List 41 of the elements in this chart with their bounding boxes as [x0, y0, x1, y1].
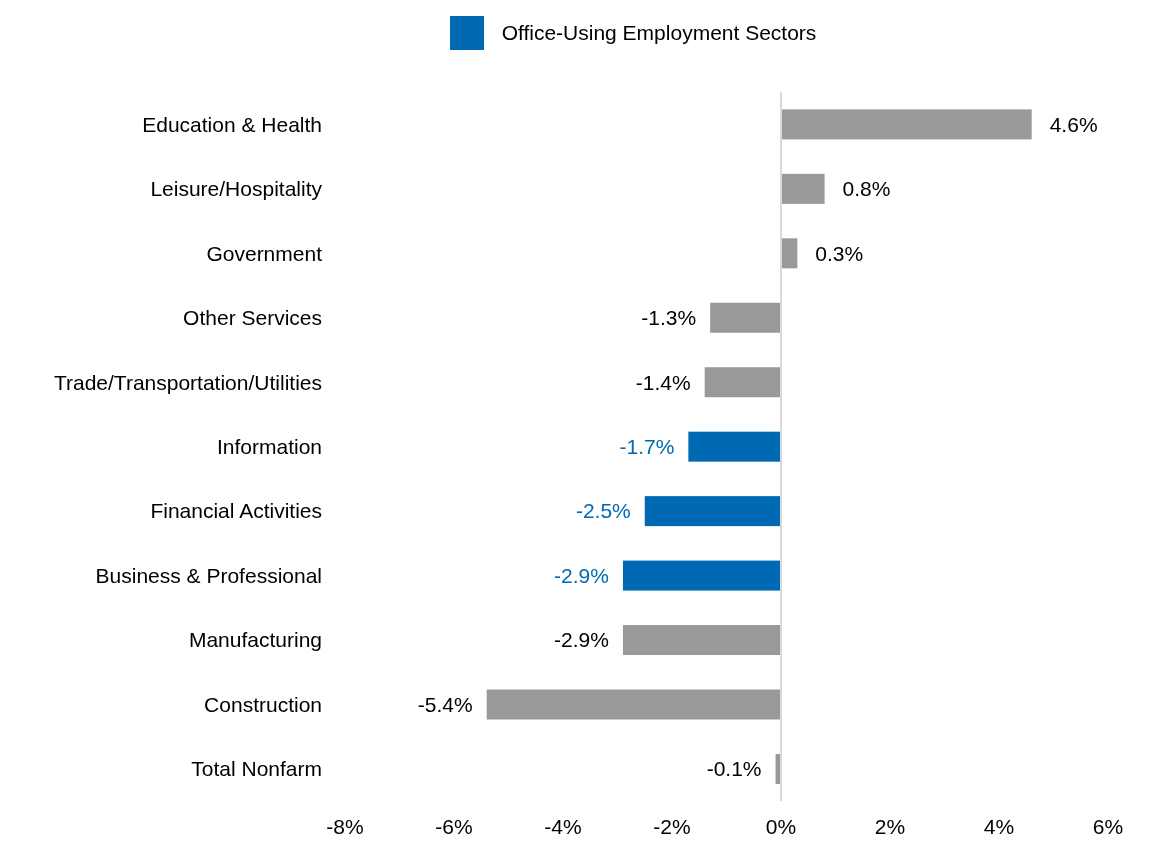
x-tick-label: -8% [326, 814, 364, 838]
bar [644, 496, 781, 527]
y-tick-label: Leisure/Hospitality [150, 177, 323, 201]
y-tick-label: Construction [204, 692, 322, 716]
bar [704, 367, 781, 398]
data-label: -2.9% [554, 628, 609, 652]
y-tick-label: Manufacturing [188, 628, 322, 652]
y-tick-label: Total Nonfarm [191, 757, 322, 781]
y-tick-label: Financial Activities [150, 499, 322, 523]
data-label: -2.5% [575, 499, 631, 523]
bar [781, 238, 798, 269]
x-tick-label: 2% [874, 814, 906, 838]
data-label: -0.1% [706, 757, 762, 781]
bar [688, 431, 781, 462]
y-tick-label: Government [206, 241, 323, 265]
x-tick-label: -2% [653, 814, 691, 838]
y-tick-label: Education & Health [142, 112, 322, 136]
x-tick-label: -6% [435, 814, 473, 838]
x-tick-label: 6% [1092, 814, 1124, 838]
data-label: 0.3% [815, 241, 864, 265]
x-tick-label: 0% [765, 814, 797, 838]
y-tick-label: Business & Professional [95, 563, 322, 587]
data-label: 0.8% [842, 177, 891, 201]
bar [710, 302, 781, 333]
bar [781, 173, 825, 204]
bar [781, 109, 1032, 140]
y-tick-label: Trade/Transportation/Utilities [53, 370, 322, 394]
x-tick-label: 4% [983, 814, 1015, 838]
data-label: 4.6% [1049, 112, 1098, 136]
y-tick-label: Information [216, 434, 322, 458]
bar [622, 560, 781, 591]
legend-label: Office-Using Employment Sectors [501, 21, 817, 45]
data-label: -1.7% [619, 435, 675, 459]
data-label: -5.4% [417, 692, 473, 716]
data-label: -1.3% [641, 306, 697, 330]
bar [486, 689, 781, 720]
data-label: -1.4% [635, 370, 691, 394]
bar [622, 625, 781, 656]
x-tick-label: -4% [544, 814, 582, 838]
data-label: -2.9% [554, 563, 609, 587]
y-tick-label: Other Services [183, 306, 322, 330]
